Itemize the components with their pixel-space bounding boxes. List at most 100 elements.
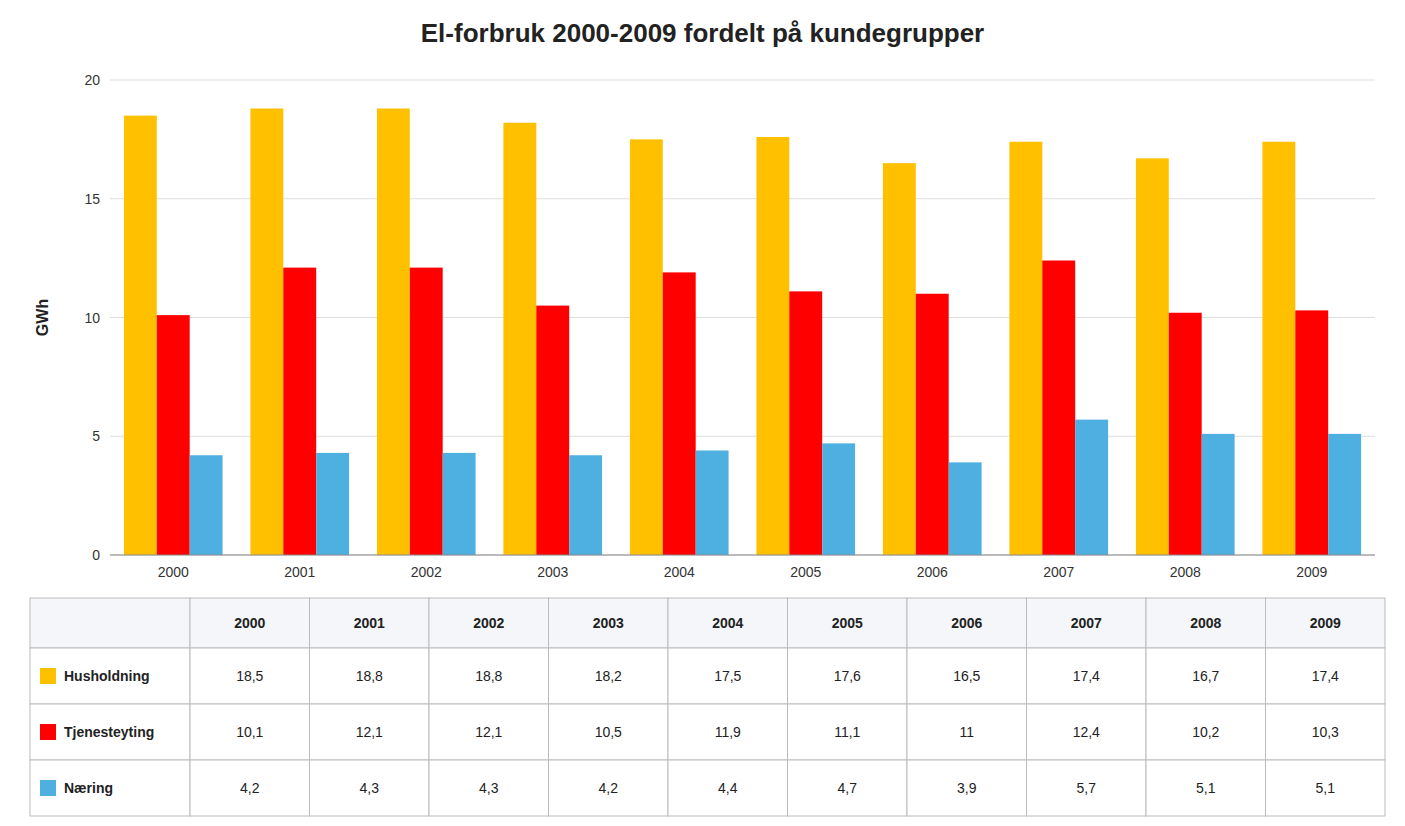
x-tick-label: 2004 [664, 564, 695, 580]
table-cell [668, 704, 788, 760]
x-tick-label: 2005 [790, 564, 821, 580]
y-tick-label: 5 [92, 428, 100, 444]
grid [110, 80, 1375, 555]
table-cell [788, 648, 908, 704]
y-tick-label: 15 [84, 191, 100, 207]
table-value: 17,4 [1312, 668, 1339, 684]
table-value: 5,1 [1196, 780, 1216, 796]
x-tick-label: 2002 [411, 564, 442, 580]
bar [1295, 310, 1328, 555]
bars [124, 109, 1361, 556]
table-value: 5,1 [1316, 780, 1336, 796]
table-cell [1027, 760, 1147, 816]
table-value: 11 [959, 724, 974, 740]
legend-swatch [40, 724, 56, 740]
bar [410, 268, 443, 555]
table-cell [30, 760, 190, 816]
table-value: 11,9 [715, 724, 741, 740]
bar [883, 163, 916, 555]
bar [822, 443, 855, 555]
table-header: 2002 [473, 615, 504, 631]
chart: El-forbruk 2000-2009 fordelt på kundegru… [0, 0, 1405, 826]
x-tick-label: 2003 [537, 564, 568, 580]
bar [1009, 142, 1042, 555]
grid-line [110, 80, 1375, 81]
table-value: 5,7 [1077, 780, 1097, 796]
table-cell [907, 648, 1027, 704]
table-header: 2001 [354, 615, 385, 631]
y-tick-label: 20 [84, 72, 100, 88]
table-value: 4,3 [479, 780, 499, 796]
bar [949, 462, 982, 555]
bar [124, 116, 157, 555]
bar [1262, 142, 1295, 555]
bar [630, 139, 663, 555]
table-header: 2009 [1310, 615, 1341, 631]
bar [1328, 434, 1361, 555]
bar [1202, 434, 1235, 555]
table-cell [1027, 648, 1147, 704]
legend-label: Næring [64, 780, 113, 796]
table-value: 4,2 [599, 780, 619, 796]
table-cell [310, 704, 430, 760]
x-tick-label: 2009 [1296, 564, 1327, 580]
table-value: 17,6 [834, 668, 861, 684]
table-value: 10,2 [1192, 724, 1219, 740]
table-cell [30, 704, 190, 760]
legend-swatch [40, 668, 56, 684]
table-cell [190, 648, 310, 704]
bar [283, 268, 316, 555]
table-header: 2005 [832, 615, 863, 631]
table-cell [788, 598, 908, 648]
table-cell [190, 704, 310, 760]
table-cell [907, 598, 1027, 648]
table-cell [30, 648, 190, 704]
table-cell [1146, 704, 1266, 760]
bar [536, 306, 569, 555]
table-value: 4,4 [718, 780, 738, 796]
table-cell [190, 598, 310, 648]
table-cell [1266, 704, 1386, 760]
table-cell [788, 704, 908, 760]
x-tick-label: 2008 [1170, 564, 1201, 580]
table-cell [429, 598, 549, 648]
grid-line [110, 198, 1375, 199]
bar [696, 451, 729, 556]
y-tick-label: 10 [84, 310, 100, 326]
bar [316, 453, 349, 555]
table-cell [549, 598, 669, 648]
table-header: 2007 [1071, 615, 1102, 631]
bar [503, 123, 536, 555]
table-value: 18,8 [475, 668, 502, 684]
y-tick-label: 0 [92, 547, 100, 563]
table-value: 4,3 [360, 780, 380, 796]
table-header: 2006 [951, 615, 982, 631]
table-header: 2004 [712, 615, 743, 631]
table-cell [907, 760, 1027, 816]
table-cell [310, 760, 430, 816]
bar [569, 455, 602, 555]
y-axis-label: GWh [34, 299, 51, 336]
table-cell [310, 598, 430, 648]
bar [377, 109, 410, 556]
table-value: 11,1 [834, 724, 860, 740]
x-axis-line [110, 555, 1375, 556]
x-tick-label: 2001 [284, 564, 315, 580]
table-value: 3,9 [957, 780, 977, 796]
table-value: 10,5 [595, 724, 622, 740]
table-cell [668, 598, 788, 648]
table-cell [1266, 648, 1386, 704]
bar [916, 294, 949, 555]
table-cell [1027, 704, 1147, 760]
table-cell [190, 760, 310, 816]
table-cell [1146, 648, 1266, 704]
table-value: 10,3 [1312, 724, 1339, 740]
table-header: 2008 [1190, 615, 1221, 631]
table-cell [549, 648, 669, 704]
table-cell [907, 704, 1027, 760]
table-value: 12,1 [475, 724, 502, 740]
table-value: 17,5 [714, 668, 741, 684]
table-cell [668, 648, 788, 704]
x-tick-label: 2007 [1043, 564, 1074, 580]
table-header: 2000 [234, 615, 265, 631]
